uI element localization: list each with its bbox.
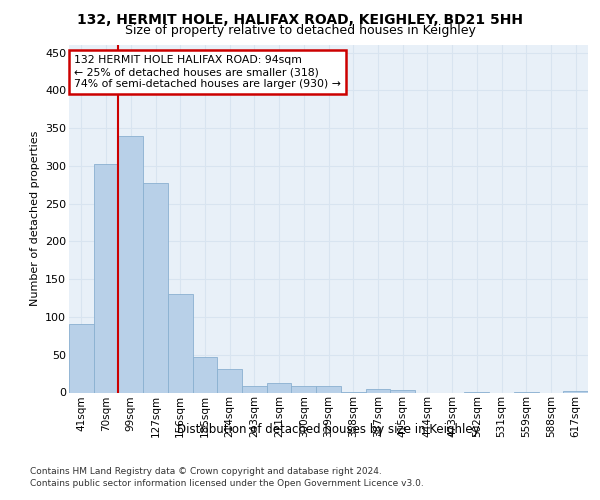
Text: Size of property relative to detached houses in Keighley: Size of property relative to detached ho… bbox=[125, 24, 475, 37]
Bar bbox=[365, 388, 390, 392]
Bar bbox=[563, 391, 588, 392]
Bar bbox=[292, 386, 316, 392]
Bar bbox=[69, 324, 94, 392]
Text: Distribution of detached houses by size in Keighley: Distribution of detached houses by size … bbox=[178, 422, 480, 436]
Bar bbox=[217, 369, 242, 392]
Y-axis label: Number of detached properties: Number of detached properties bbox=[29, 131, 40, 306]
Bar bbox=[390, 390, 415, 392]
Text: 132 HERMIT HOLE HALIFAX ROAD: 94sqm
← 25% of detached houses are smaller (318)
7: 132 HERMIT HOLE HALIFAX ROAD: 94sqm ← 25… bbox=[74, 56, 341, 88]
Bar bbox=[143, 183, 168, 392]
Bar bbox=[242, 386, 267, 392]
Bar bbox=[267, 384, 292, 392]
Text: 132, HERMIT HOLE, HALIFAX ROAD, KEIGHLEY, BD21 5HH: 132, HERMIT HOLE, HALIFAX ROAD, KEIGHLEY… bbox=[77, 12, 523, 26]
Bar bbox=[118, 136, 143, 392]
Text: Contains public sector information licensed under the Open Government Licence v3: Contains public sector information licen… bbox=[30, 479, 424, 488]
Bar bbox=[316, 386, 341, 392]
Text: Contains HM Land Registry data © Crown copyright and database right 2024.: Contains HM Land Registry data © Crown c… bbox=[30, 468, 382, 476]
Bar bbox=[168, 294, 193, 392]
Bar bbox=[193, 357, 217, 392]
Bar bbox=[94, 164, 118, 392]
